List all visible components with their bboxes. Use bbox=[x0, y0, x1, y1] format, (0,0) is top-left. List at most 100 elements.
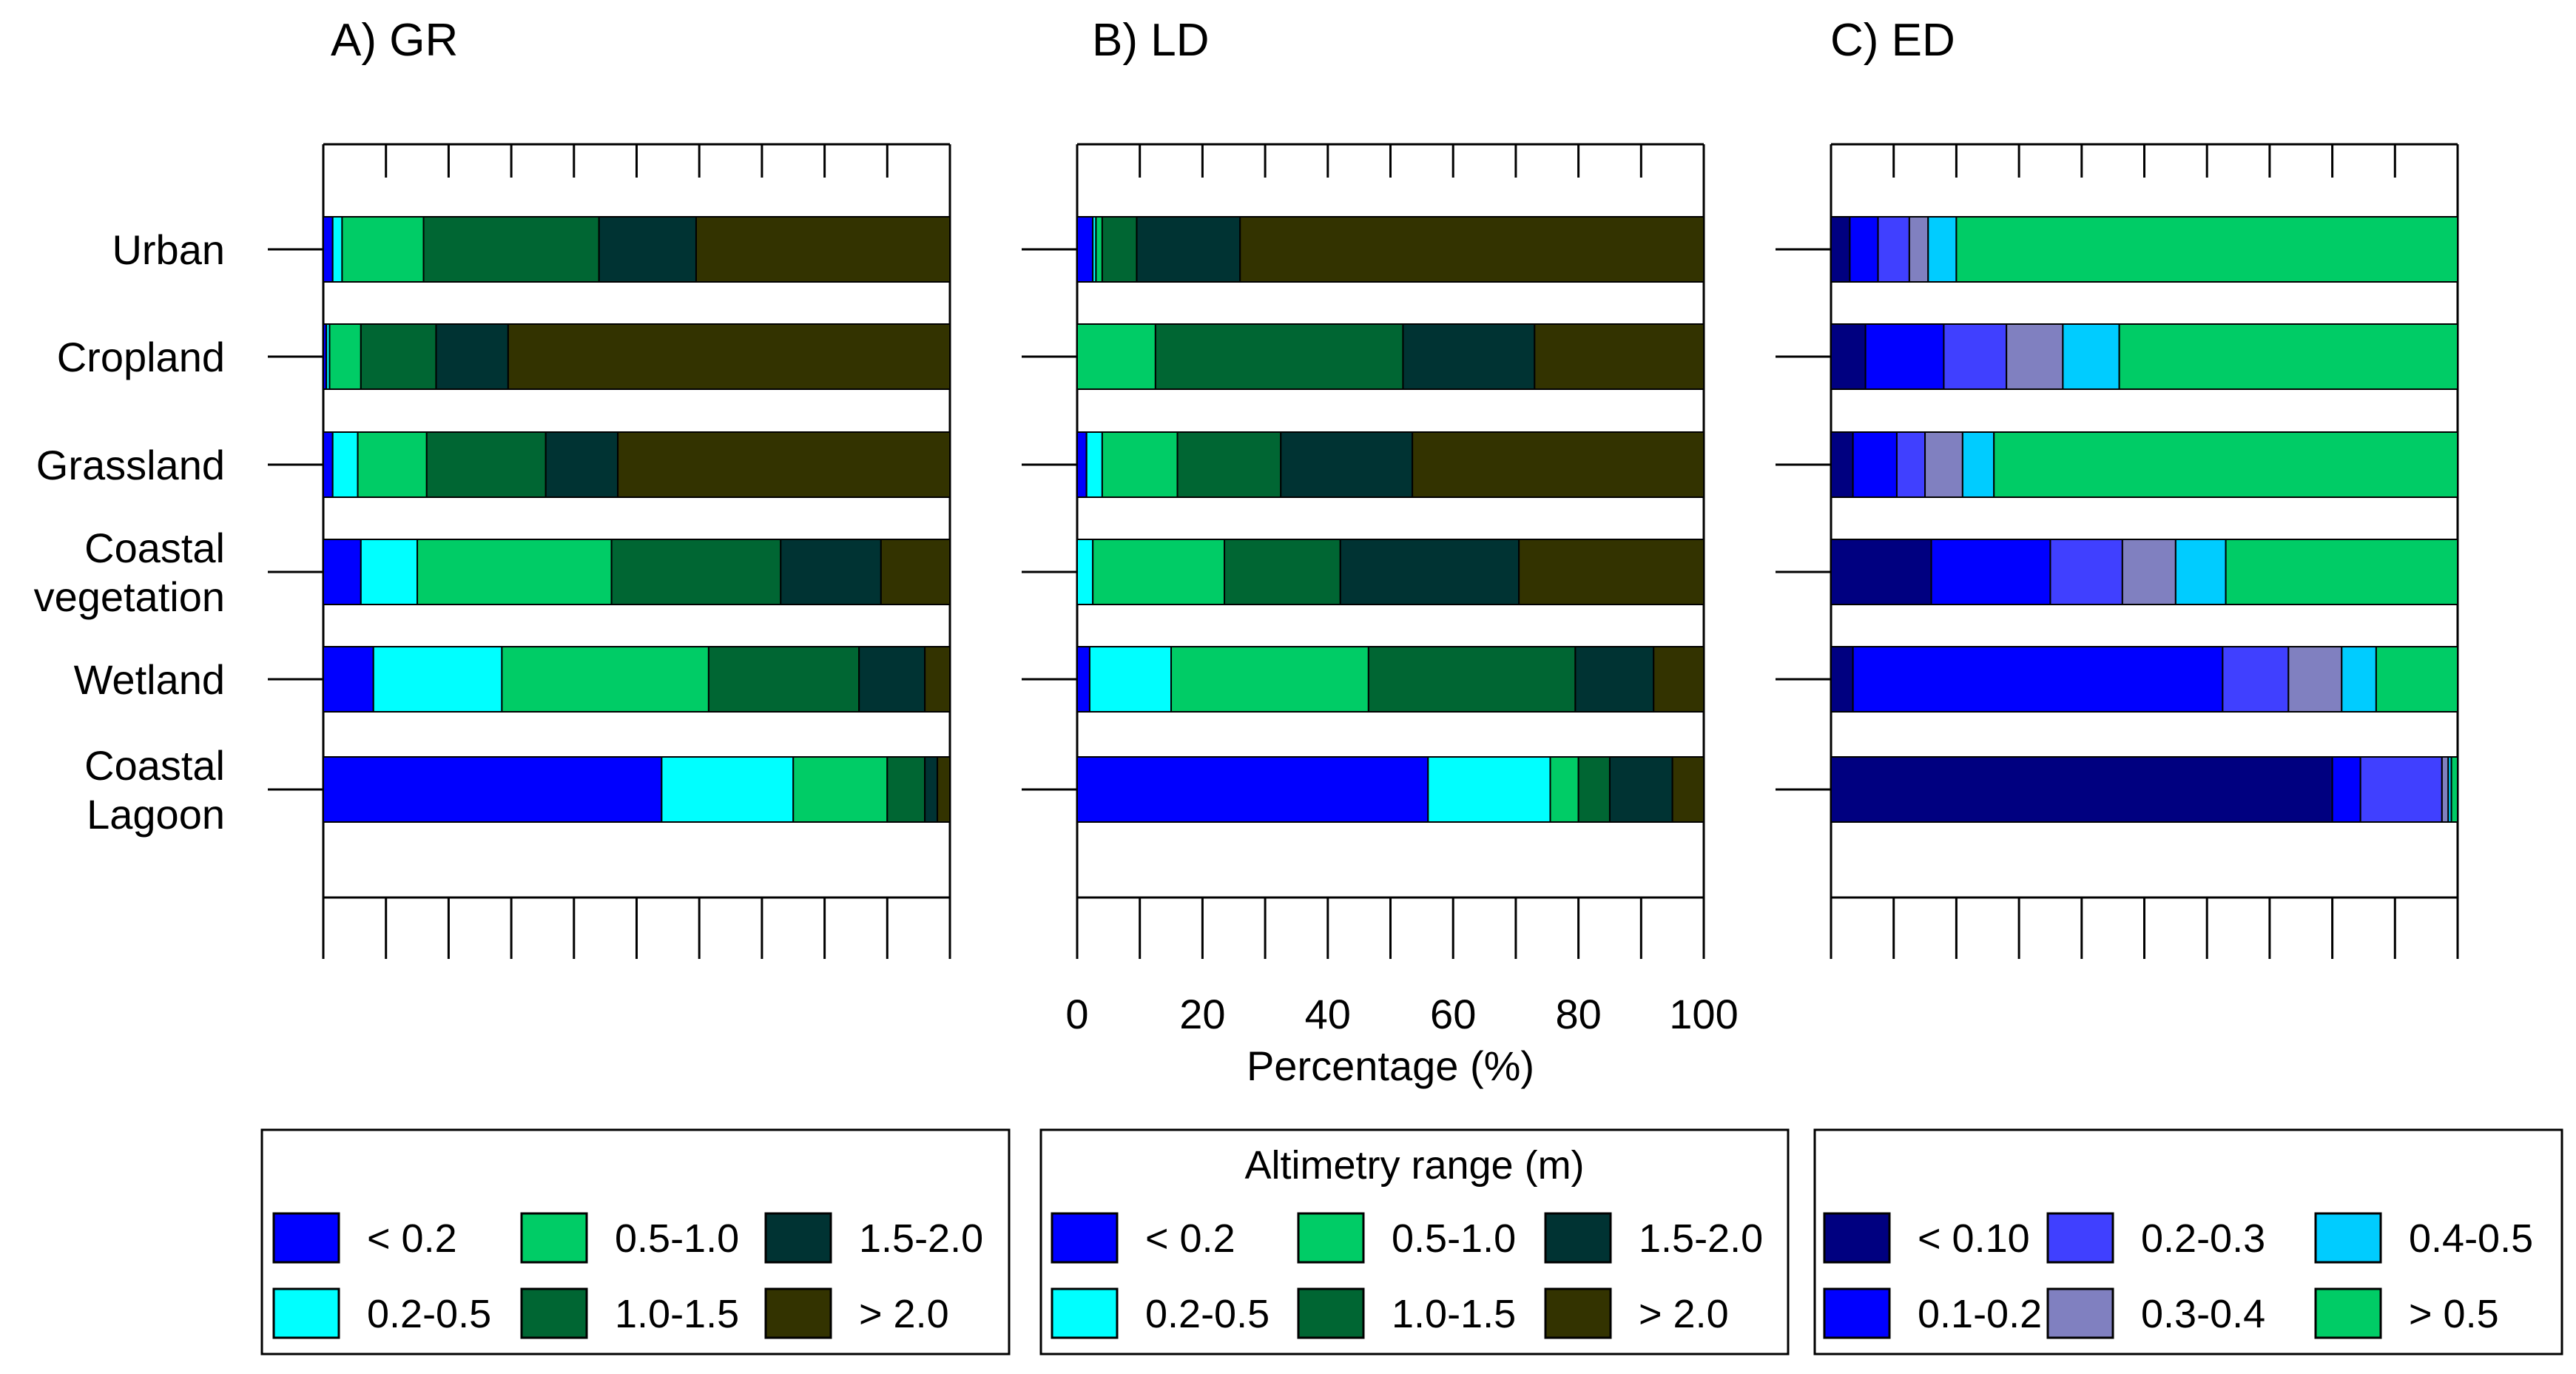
bar-segment-6-4 bbox=[1577, 756, 1611, 823]
bar-segment-5-2 bbox=[1852, 646, 2224, 713]
category-label: Lagoon bbox=[87, 791, 225, 838]
legend-swatch bbox=[1823, 1212, 1891, 1264]
legend-frame bbox=[1813, 1128, 2563, 1356]
bar-segment-1-4 bbox=[1101, 216, 1138, 283]
legend-label: > 2.0 bbox=[1639, 1292, 1729, 1336]
bar-segment-4-4 bbox=[610, 539, 782, 605]
legend-swatch bbox=[520, 1287, 588, 1339]
bar-segment-3-4 bbox=[1176, 431, 1282, 498]
x-axis-label: Percentage (%) bbox=[1247, 1043, 1534, 1089]
bar-segment-4-6 bbox=[880, 539, 951, 605]
x-tick-label: 100 bbox=[1669, 991, 1738, 1037]
bar-segment-3-3 bbox=[1101, 431, 1179, 498]
legend-swatch bbox=[2314, 1287, 2382, 1339]
legend-swatch bbox=[1544, 1287, 1612, 1339]
legend-swatch bbox=[1051, 1212, 1119, 1264]
x-tick-label: 40 bbox=[1305, 991, 1351, 1037]
bar-segment-3-2 bbox=[1085, 431, 1103, 498]
x-tick-label: 0 bbox=[1065, 991, 1088, 1037]
bar-segment-6-6 bbox=[937, 756, 951, 823]
legend-label: < 0.2 bbox=[367, 1216, 457, 1261]
bar-segment-1-1 bbox=[323, 216, 334, 283]
category-label: Coastal bbox=[84, 525, 225, 571]
bar-segment-3-5 bbox=[544, 431, 619, 498]
bar-segment-4-4 bbox=[2121, 539, 2177, 605]
bar-segment-4-3 bbox=[2049, 539, 2123, 605]
legend-label: 0.5-1.0 bbox=[615, 1216, 739, 1261]
bar-segment-1-2 bbox=[331, 216, 343, 283]
legend-label: 1.0-1.5 bbox=[615, 1292, 739, 1336]
legend-swatch bbox=[272, 1212, 340, 1264]
legend-swatch bbox=[272, 1287, 340, 1339]
bar-segment-5-6 bbox=[2375, 646, 2458, 713]
bar-segment-5-1 bbox=[1076, 646, 1090, 713]
x-tick-label: 20 bbox=[1179, 991, 1225, 1037]
bar-segment-3-5 bbox=[1280, 431, 1414, 498]
bar-segment-5-3 bbox=[1170, 646, 1369, 713]
bar-segment-3-2 bbox=[1852, 431, 1898, 498]
bar-segment-6-6 bbox=[2450, 756, 2459, 823]
bar-segment-2-3 bbox=[1076, 323, 1156, 390]
legend-label: 0.3-0.4 bbox=[2141, 1292, 2265, 1336]
category-label: Coastal bbox=[84, 742, 225, 789]
legend-swatch bbox=[2046, 1212, 2114, 1264]
legend-label: 0.5-1.0 bbox=[1392, 1216, 1516, 1261]
category-label: vegetation bbox=[34, 573, 225, 620]
panel-1: A) GRUrbanCroplandGrasslandCoastalvegeta… bbox=[34, 15, 951, 959]
bar-segment-6-3 bbox=[2359, 756, 2443, 823]
legend-label: 0.2-0.5 bbox=[1145, 1292, 1270, 1336]
bar-segment-3-4 bbox=[1924, 431, 1963, 498]
legend-title: Altimetry range (m) bbox=[1244, 1143, 1584, 1188]
bar-segment-5-5 bbox=[858, 646, 926, 713]
category-label: Grassland bbox=[36, 442, 225, 488]
legend-label: 0.1-0.2 bbox=[1918, 1292, 2042, 1336]
bar-segment-3-1 bbox=[1076, 431, 1088, 498]
legend-label: 1.0-1.5 bbox=[1392, 1292, 1516, 1336]
bar-segment-5-2 bbox=[372, 646, 503, 713]
bar-segment-5-1 bbox=[1830, 646, 1854, 713]
bar-segment-2-3 bbox=[1943, 323, 2008, 390]
bar-segment-1-3 bbox=[1877, 216, 1910, 283]
bar-segment-2-4 bbox=[360, 323, 437, 390]
bar-segment-6-2 bbox=[1427, 756, 1551, 823]
bar-segment-2-2 bbox=[1864, 323, 1945, 390]
legend-swatch bbox=[764, 1212, 832, 1264]
bar-segment-4-3 bbox=[1092, 539, 1226, 605]
bar-segment-1-3 bbox=[1095, 216, 1103, 283]
bar-segment-6-2 bbox=[2331, 756, 2361, 823]
legend-label: 0.4-0.5 bbox=[2409, 1216, 2533, 1261]
bar-segment-3-1 bbox=[323, 431, 334, 498]
bar-segment-5-6 bbox=[1653, 646, 1705, 713]
bar-segment-2-4 bbox=[1154, 323, 1404, 390]
bar-segment-4-1 bbox=[323, 539, 362, 605]
legend-3: < 0.10 0.2-0.3 0.4-0.5 0.1-0.2 0.3-0.4 > 0.5 bbox=[1813, 1128, 2563, 1356]
legend-swatch bbox=[1297, 1212, 1365, 1264]
bar-segment-4-4 bbox=[1224, 539, 1341, 605]
bar-segment-2-5 bbox=[1402, 323, 1536, 390]
bar-segment-3-6 bbox=[1412, 431, 1705, 498]
bar-segment-6-4 bbox=[2441, 756, 2449, 823]
bar-segment-3-1 bbox=[1830, 431, 1854, 498]
chart-panels: A) GRUrbanCroplandGrasslandCoastalvegeta… bbox=[34, 15, 2459, 1089]
legend-label: < 0.10 bbox=[1918, 1216, 2030, 1261]
bar-segment-4-6 bbox=[1518, 539, 1705, 605]
bar-segment-1-6 bbox=[1239, 216, 1705, 283]
x-tick-label: 60 bbox=[1430, 991, 1476, 1037]
bar-segment-4-6 bbox=[2225, 539, 2459, 605]
legend-label: 1.5-2.0 bbox=[859, 1216, 983, 1261]
panel-title: C) ED bbox=[1830, 15, 1955, 66]
bar-segment-1-4 bbox=[1908, 216, 1929, 283]
bar-segment-2-6 bbox=[507, 323, 951, 390]
bar-segment-5-4 bbox=[707, 646, 860, 713]
bar-segment-5-4 bbox=[2287, 646, 2343, 713]
panel-title: A) GR bbox=[331, 15, 458, 66]
bar-segment-1-5 bbox=[1927, 216, 1958, 283]
bar-segment-6-2 bbox=[661, 756, 795, 823]
legend-1: < 0.2 0.5-1.0 1.5-2.0 0.2-0.5 1.0-1.5 > 2.0 bbox=[260, 1128, 1011, 1356]
bar-segment-3-4 bbox=[425, 431, 547, 498]
x-tick-label: 80 bbox=[1555, 991, 1601, 1037]
category-label: Wetland bbox=[74, 656, 225, 703]
bar-segment-1-5 bbox=[1136, 216, 1241, 283]
bar-segment-3-3 bbox=[1895, 431, 1926, 498]
